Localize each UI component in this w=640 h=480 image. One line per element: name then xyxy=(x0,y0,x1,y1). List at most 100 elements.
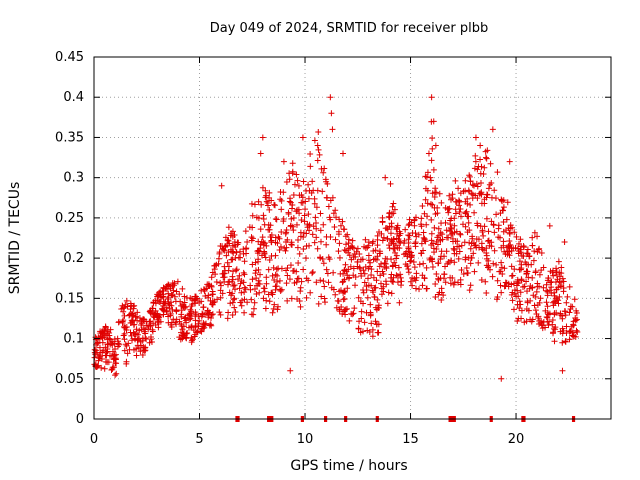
data-point xyxy=(236,272,243,279)
data-point xyxy=(384,300,391,307)
data-point xyxy=(394,224,401,231)
data-point xyxy=(523,278,530,285)
data-point xyxy=(407,257,414,264)
data-point xyxy=(479,227,486,234)
data-point xyxy=(229,242,236,249)
data-point xyxy=(563,299,570,306)
data-point xyxy=(531,302,538,309)
data-point xyxy=(193,293,200,300)
data-point xyxy=(402,226,409,233)
data-point xyxy=(430,166,437,173)
data-point xyxy=(101,327,108,334)
data-point xyxy=(387,274,394,281)
data-point xyxy=(376,248,383,255)
data-point xyxy=(482,154,489,161)
data-point xyxy=(301,212,308,219)
data-point xyxy=(498,197,505,204)
data-point xyxy=(467,245,474,252)
data-point xyxy=(196,299,203,306)
data-point xyxy=(121,336,128,343)
data-point xyxy=(294,177,301,184)
data-point xyxy=(345,236,352,243)
data-point xyxy=(534,248,541,255)
data-point xyxy=(447,280,454,287)
data-point xyxy=(226,278,233,285)
data-point xyxy=(548,278,555,285)
data-point xyxy=(386,245,393,252)
data-point xyxy=(207,321,214,328)
data-point xyxy=(277,286,284,293)
data-point xyxy=(472,158,479,165)
data-point xyxy=(536,283,543,290)
data-point xyxy=(278,197,285,204)
data-point xyxy=(317,238,324,245)
data-point xyxy=(335,248,342,255)
data-point xyxy=(208,301,215,308)
data-point xyxy=(558,279,565,286)
data-point xyxy=(114,338,121,345)
data-point xyxy=(302,206,309,213)
data-point xyxy=(534,301,541,308)
data-point xyxy=(494,169,501,176)
data-point xyxy=(138,318,145,325)
data-point xyxy=(178,329,185,336)
data-point xyxy=(413,233,420,240)
data-point xyxy=(195,320,202,327)
data-point xyxy=(345,275,352,282)
data-point xyxy=(178,307,185,314)
data-point xyxy=(433,246,440,253)
data-point xyxy=(182,334,189,341)
data-point xyxy=(424,169,431,176)
data-point xyxy=(148,338,155,345)
data-point xyxy=(241,296,248,303)
data-point xyxy=(272,216,279,223)
data-point xyxy=(377,272,384,279)
data-point xyxy=(265,266,272,273)
data-point xyxy=(199,311,206,318)
data-point xyxy=(261,248,268,255)
data-point xyxy=(509,224,516,231)
data-point xyxy=(337,222,344,229)
data-point xyxy=(309,270,316,277)
data-point xyxy=(113,360,120,367)
data-point xyxy=(155,324,162,331)
data-point xyxy=(212,271,219,278)
data-point xyxy=(394,272,401,279)
data-point xyxy=(317,254,324,261)
data-point xyxy=(118,305,125,312)
data-point xyxy=(566,336,573,343)
data-point xyxy=(536,271,543,278)
data-point xyxy=(249,212,256,219)
y-tick-label: 0.45 xyxy=(55,50,84,65)
data-point xyxy=(154,293,161,300)
data-point xyxy=(549,330,556,337)
data-point xyxy=(466,287,473,294)
data-point xyxy=(370,274,377,281)
data-point xyxy=(339,218,346,225)
data-point xyxy=(314,157,321,164)
data-point xyxy=(545,275,552,282)
data-point xyxy=(450,245,457,252)
data-point xyxy=(396,299,403,306)
data-point xyxy=(449,235,456,242)
data-point xyxy=(497,282,504,289)
data-point xyxy=(133,345,140,352)
data-point xyxy=(269,272,276,279)
data-point xyxy=(273,266,280,273)
data-point xyxy=(290,191,297,198)
data-point xyxy=(543,287,550,294)
data-point xyxy=(230,296,237,303)
data-point xyxy=(297,303,304,310)
data-point xyxy=(356,251,363,258)
data-point xyxy=(532,268,539,275)
data-point xyxy=(305,211,312,218)
data-point xyxy=(305,181,312,188)
data-point xyxy=(471,209,478,216)
data-point xyxy=(294,244,301,251)
data-point xyxy=(482,148,489,155)
data-point xyxy=(289,160,296,167)
data-point xyxy=(570,333,577,340)
data-point xyxy=(298,192,305,199)
data-point xyxy=(378,280,385,287)
data-point xyxy=(95,339,102,346)
